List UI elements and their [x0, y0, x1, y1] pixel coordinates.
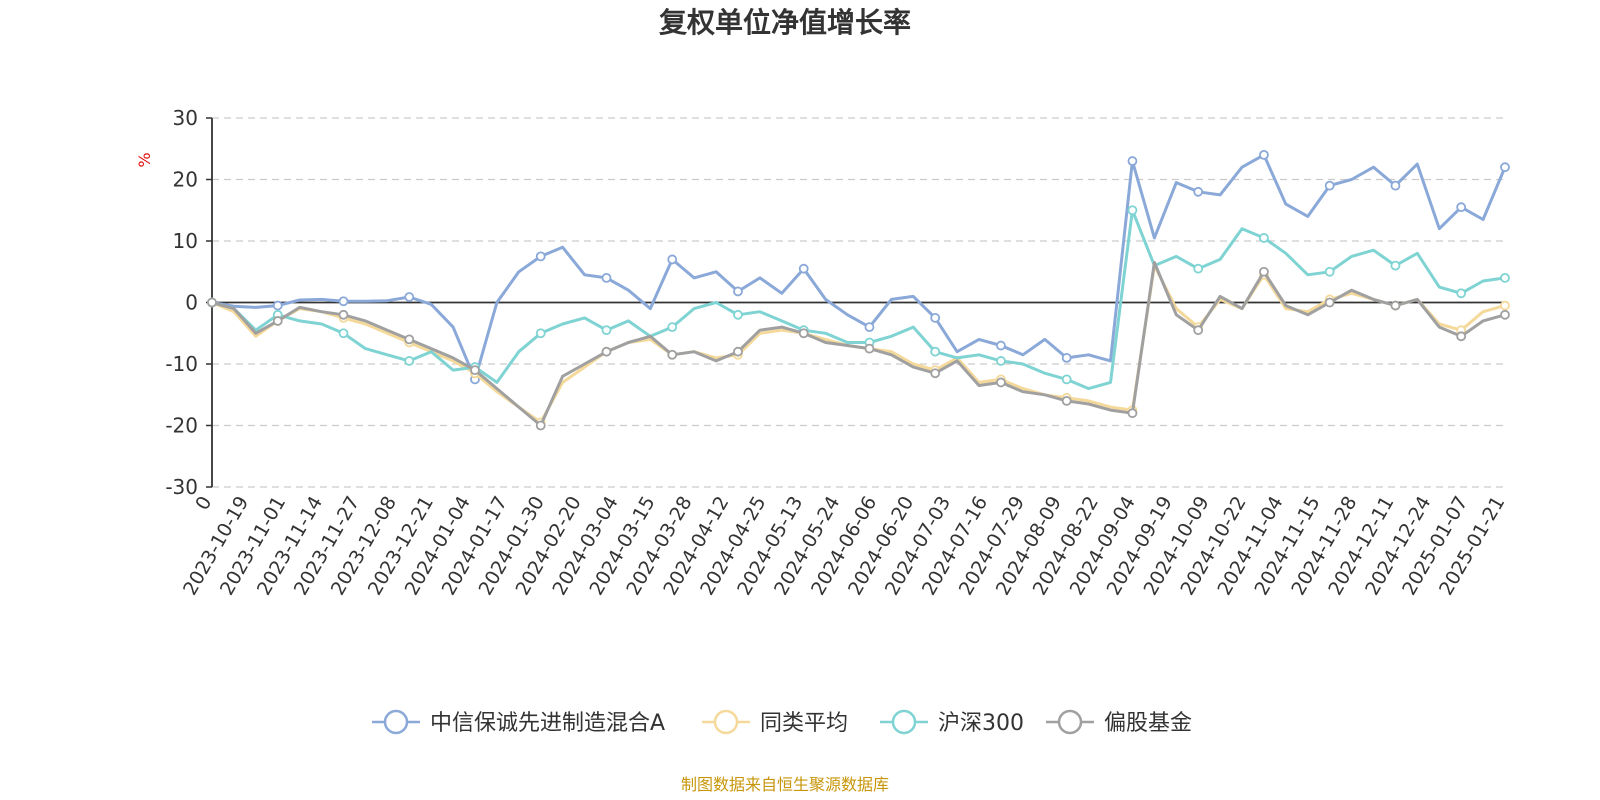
legend-circle-icon — [383, 709, 409, 735]
series-point — [1193, 263, 1204, 274]
series-point — [930, 368, 941, 379]
legend-label: 中信保诚先进制造混合A — [430, 711, 665, 736]
series-point — [996, 340, 1006, 351]
legend-circle-icon — [891, 709, 917, 735]
y-tick-label: 10 — [173, 229, 198, 253]
series-point — [272, 316, 283, 326]
legend-item-3[interactable]: 偏股基金 — [1046, 709, 1192, 736]
series-point — [1456, 202, 1467, 213]
series-point — [338, 309, 349, 320]
series-point — [930, 312, 941, 323]
y-axis-ticks: -30 -20 -10 0 10 20 30 — [165, 106, 212, 499]
series-point — [1193, 186, 1204, 197]
series-point — [930, 346, 941, 357]
series-point — [1500, 272, 1510, 283]
series-point — [667, 322, 678, 333]
y-tick-label: -30 — [165, 475, 198, 499]
series-point — [601, 325, 612, 336]
series-lines — [207, 149, 1510, 431]
series-point — [404, 334, 415, 345]
y-tick-label: 0 — [185, 291, 198, 315]
series-point — [1259, 233, 1269, 243]
series-point — [601, 272, 612, 283]
x-tick-label: 0 — [191, 493, 216, 514]
legend-circle-icon — [1057, 709, 1083, 735]
series-point — [601, 346, 612, 357]
series-point — [1456, 331, 1467, 342]
legend-label: 沪深300 — [938, 711, 1024, 736]
y-tick-label: 30 — [173, 106, 198, 130]
series-point — [404, 292, 415, 302]
series-point — [667, 254, 678, 265]
series-point — [1500, 309, 1510, 320]
series-point — [864, 322, 875, 333]
series-point — [864, 343, 875, 354]
series-line-3 — [210, 261, 1507, 427]
series-point — [996, 377, 1006, 388]
x-axis-ticks: 02023-10-192023-11-012023-11-142023-11-2… — [179, 492, 1509, 599]
series-point — [733, 309, 743, 320]
legend-item-1[interactable]: 同类平均 — [702, 709, 848, 736]
y-tick-label: -10 — [165, 352, 198, 376]
series-point — [733, 346, 743, 357]
axes — [211, 118, 1505, 487]
series-point — [207, 297, 217, 308]
series-point — [1061, 395, 1072, 406]
series-point — [798, 263, 809, 274]
chart-title: 复权单位净值增长率 — [659, 6, 911, 39]
legend[interactable]: 中信保诚先进制造混合A 同类平均 沪深300 偏股基金 — [372, 709, 1192, 736]
series-point — [1390, 180, 1401, 191]
series-line-2 — [210, 208, 1507, 391]
series-point — [338, 296, 349, 307]
series-point — [798, 328, 809, 339]
series-point — [470, 365, 480, 376]
series-point — [272, 300, 283, 311]
source-note: 制图数据来自恒生聚源数据库 — [681, 775, 889, 794]
legend-label: 偏股基金 — [1104, 711, 1192, 736]
series-point — [1127, 205, 1138, 216]
legend-circle-icon — [713, 709, 739, 735]
series-point — [1500, 162, 1510, 173]
series-point — [1259, 149, 1269, 160]
legend-item-0[interactable]: 中信保诚先进制造混合A — [372, 709, 665, 736]
series-point — [996, 356, 1006, 366]
series-point — [535, 420, 546, 431]
series-point — [1324, 180, 1335, 191]
series-line-0 — [210, 153, 1507, 381]
series-point — [535, 251, 546, 262]
y-tick-label: -20 — [165, 414, 198, 438]
series-point — [1193, 325, 1204, 336]
series-point — [1456, 288, 1467, 299]
series-point — [733, 286, 743, 297]
series-point — [1061, 352, 1072, 363]
series-point — [1127, 156, 1138, 166]
y-axis-unit: % — [135, 152, 154, 167]
series-point — [1390, 300, 1401, 311]
series-point — [1061, 374, 1072, 385]
series-point — [1324, 266, 1335, 277]
series-point — [404, 356, 415, 366]
series-point — [1259, 266, 1269, 277]
series-point — [535, 328, 546, 339]
series-point — [667, 349, 678, 360]
y-tick-label: 20 — [173, 168, 198, 192]
series-point — [338, 328, 349, 339]
legend-item-2[interactable]: 沪深300 — [880, 709, 1024, 736]
series-point — [1127, 408, 1138, 419]
series-point — [1390, 260, 1401, 271]
legend-label: 同类平均 — [760, 711, 848, 736]
series-point — [1324, 297, 1335, 308]
series-point — [1500, 300, 1510, 311]
